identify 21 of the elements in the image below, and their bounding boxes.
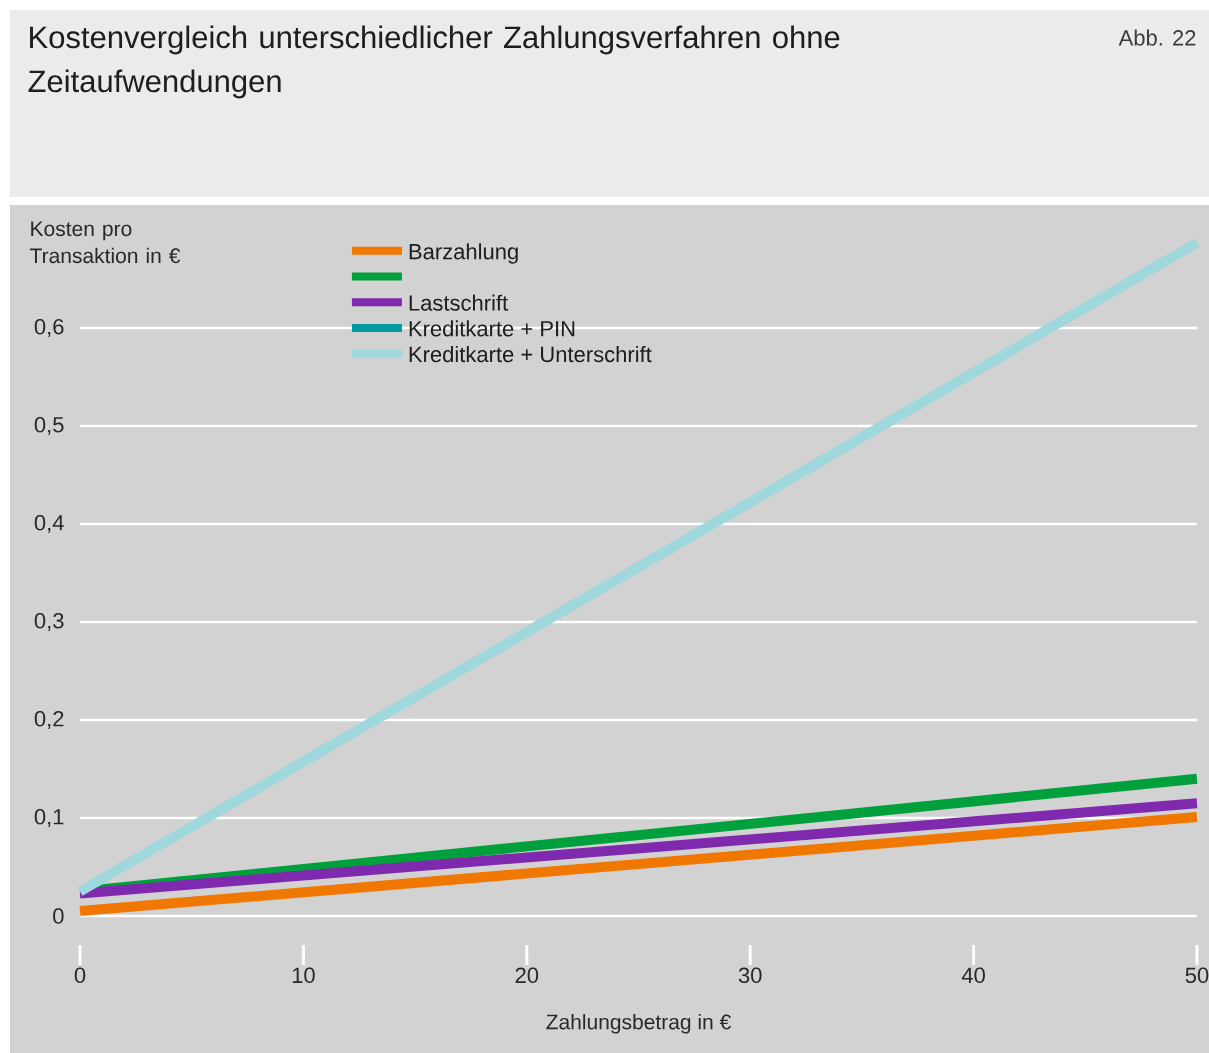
y-axis-title: Kosten pro Transaktion in € — [30, 221, 181, 264]
x-tick-label: 30 — [738, 967, 762, 984]
y-tick-label: 0 — [53, 908, 64, 924]
x-tick-label: 40 — [961, 967, 985, 984]
chart-title: Kostenvergleich unterschiedlicher Zahlungsverfahren ohne Zeitaufwendungen — [28, 25, 840, 99]
y-tick-label: 0,4 — [34, 514, 64, 534]
legend-label: Kreditkarte + PIN — [409, 320, 575, 337]
legend-label: Kreditkarte + Unterschrift — [409, 346, 652, 363]
y-tick-label: 0,3 — [34, 612, 64, 632]
legend-label: Lastschrift — [409, 294, 509, 311]
x-axis-title: Zahlungsbetrag in € — [546, 1013, 731, 1034]
x-tick-label: 0 — [74, 967, 86, 984]
x-tick-label: 20 — [515, 967, 539, 984]
y-tick-label: 0,1 — [34, 808, 64, 828]
y-tick-label: 0,6 — [34, 318, 64, 338]
x-tick-label: 10 — [292, 967, 315, 984]
y-tick-label: 0,2 — [34, 710, 64, 730]
caption: Abb. 22 — [1118, 29, 1196, 46]
y-tick-label: 0,5 — [34, 416, 64, 436]
legend-label: Barzahlung — [409, 243, 518, 264]
x-tick-label: 50 — [1185, 967, 1209, 984]
